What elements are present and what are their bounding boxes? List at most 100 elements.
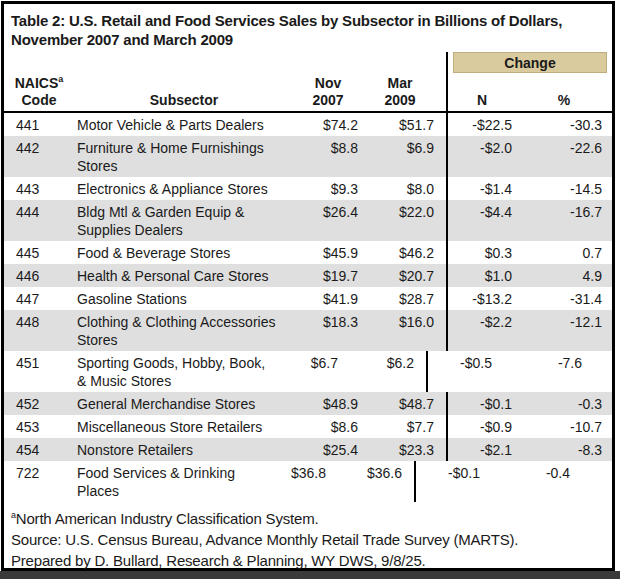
cell-change-group: -$0.1 -0.4 [414, 461, 580, 502]
cell-change-pct: 4.9 [516, 264, 612, 287]
cell-change-group: -$4.4 -16.7 [446, 200, 612, 241]
cell-change-pct: 0.7 [516, 241, 612, 264]
cell-code: 443 [4, 177, 74, 200]
header-gap [438, 75, 446, 111]
cell-subsector: Motor Vehicle & Parts Dealers [74, 113, 294, 136]
cell-change-group: -$0.1 -0.3 [446, 392, 612, 415]
cell-subsector: Food & Beverage Stores [74, 241, 294, 264]
cell-mar: $36.6 [330, 461, 406, 502]
cell-code: 441 [4, 113, 74, 136]
naics-text: NAICS [15, 75, 59, 91]
cell-code: 447 [4, 287, 74, 310]
cell-code: 448 [4, 310, 74, 351]
table-row: 444 Bldg Mtl & Garden Equip & Supplies D… [4, 200, 612, 241]
table-row: 722 Food Services & Drinking Places $36.… [4, 461, 612, 502]
cell-mar: $22.0 [362, 200, 438, 241]
cell-nov: $8.8 [294, 136, 362, 177]
cell-change-n: -$0.1 [416, 461, 484, 502]
table-row: 445 Food & Beverage Stores $45.9 $46.2 $… [4, 241, 612, 264]
cell-change-pct: -14.5 [516, 177, 612, 200]
table-row: 443 Electronics & Appliance Stores $9.3 … [4, 177, 612, 200]
cell-gap [438, 310, 446, 351]
cell-gap [438, 200, 446, 241]
footnote-source: Source: U.S. Census Bureau, Advance Mont… [11, 529, 604, 550]
cell-change-pct: -7.6 [496, 351, 592, 392]
cell-gap [438, 136, 446, 177]
cell-change-group: -$2.1 -8.3 [446, 438, 612, 461]
column-header-subsector: Subsector [74, 75, 294, 111]
table-row: 451 Sporting Goods, Hobby, Book, & Music… [4, 351, 612, 392]
cell-nov: $36.8 [262, 461, 330, 502]
table-row: 442 Furniture & Home Furnishings Stores … [4, 136, 612, 177]
cell-gap [406, 461, 414, 502]
table-row: 441 Motor Vehicle & Parts Dealers $74.2 … [4, 113, 612, 136]
cell-mar: $8.0 [362, 177, 438, 200]
column-header-mar-2009: Mar 2009 [362, 75, 438, 111]
cell-nov: $26.4 [294, 200, 362, 241]
cell-change-n: -$22.5 [448, 113, 516, 136]
cell-change-pct: -12.1 [516, 310, 612, 351]
cell-change-n: $0.3 [448, 241, 516, 264]
cell-subsector: Miscellaneous Store Retailers [74, 415, 294, 438]
cell-gap [438, 392, 446, 415]
cell-mar: $6.9 [362, 136, 438, 177]
cell-nov: $45.9 [294, 241, 362, 264]
table-row: 454 Nonstore Retailers $25.4 $23.3 -$2.1… [4, 438, 612, 461]
cell-nov: $8.6 [294, 415, 362, 438]
cell-gap [438, 438, 446, 461]
cell-change-n: -$1.4 [448, 177, 516, 200]
cell-mar: $46.2 [362, 241, 438, 264]
cell-code: 444 [4, 200, 74, 241]
cell-change-group: $1.0 4.9 [446, 264, 612, 287]
cell-change-pct: -22.6 [516, 136, 612, 177]
cell-subsector: Food Services & Drinking Places [74, 461, 262, 502]
cell-gap [438, 113, 446, 136]
table-card: Table 2: U.S. Retail and Food Services S… [1, 1, 615, 571]
cell-change-n: -$4.4 [448, 200, 516, 241]
cell-gap [438, 287, 446, 310]
cell-change-n: -$0.9 [448, 415, 516, 438]
cell-change-group: -$0.9 -10.7 [446, 415, 612, 438]
cell-subsector: Clothing & Clothing Accessories Stores [74, 310, 294, 351]
cell-subsector: Nonstore Retailers [74, 438, 294, 461]
column-header-n: N [448, 75, 516, 111]
cell-nov: $19.7 [294, 264, 362, 287]
cell-change-pct: -8.3 [516, 438, 612, 461]
cell-code: 446 [4, 264, 74, 287]
column-header-nov-2007: Nov 2007 [294, 75, 362, 111]
nov-label: Nov [294, 75, 362, 92]
table-footnotes: aNorth American Industry Classification … [4, 502, 612, 571]
cell-mar: $7.7 [362, 415, 438, 438]
cell-change-pct: -30.3 [516, 113, 612, 136]
cell-change-group: $0.3 0.7 [446, 241, 612, 264]
column-header-pct: % [516, 75, 612, 111]
cell-change-group: -$13.2 -31.4 [446, 287, 612, 310]
cell-nov: $9.3 [294, 177, 362, 200]
cell-change-pct: -10.7 [516, 415, 612, 438]
cell-subsector: Bldg Mtl & Garden Equip & Supplies Deale… [74, 200, 294, 241]
cell-mar: $51.7 [362, 113, 438, 136]
cell-subsector: Gasoline Stations [74, 287, 294, 310]
cell-change-n: -$2.1 [448, 438, 516, 461]
cell-change-group: -$1.4 -14.5 [446, 177, 612, 200]
cell-mar: $23.3 [362, 438, 438, 461]
cell-code: 722 [4, 461, 74, 502]
cell-code: 453 [4, 415, 74, 438]
naics-footnote-marker: a [58, 74, 63, 84]
cell-subsector: Electronics & Appliance Stores [74, 177, 294, 200]
cell-mar: $28.7 [362, 287, 438, 310]
cell-mar: $20.7 [362, 264, 438, 287]
cell-subsector: Furniture & Home Furnishings Stores [74, 136, 294, 177]
nov-year-label: 2007 [294, 92, 362, 109]
cell-change-pct: -31.4 [516, 287, 612, 310]
footnote-prepared-by: Prepared by D. Bullard, Research & Plann… [11, 550, 604, 571]
cell-change-n: -$2.2 [448, 310, 516, 351]
cell-change-group: -$2.0 -22.6 [446, 136, 612, 177]
table-row: 453 Miscellaneous Store Retailers $8.6 $… [4, 415, 612, 438]
cell-code: 451 [4, 351, 74, 392]
table-row: 446 Health & Personal Care Stores $19.7 … [4, 264, 612, 287]
cell-change-group: -$22.5 -30.3 [446, 113, 612, 136]
cell-code: 445 [4, 241, 74, 264]
table-row: 448 Clothing & Clothing Accessories Stor… [4, 310, 612, 351]
column-header-row: NAICSa Code Subsector Nov 2007 Mar 2009 … [4, 75, 612, 111]
